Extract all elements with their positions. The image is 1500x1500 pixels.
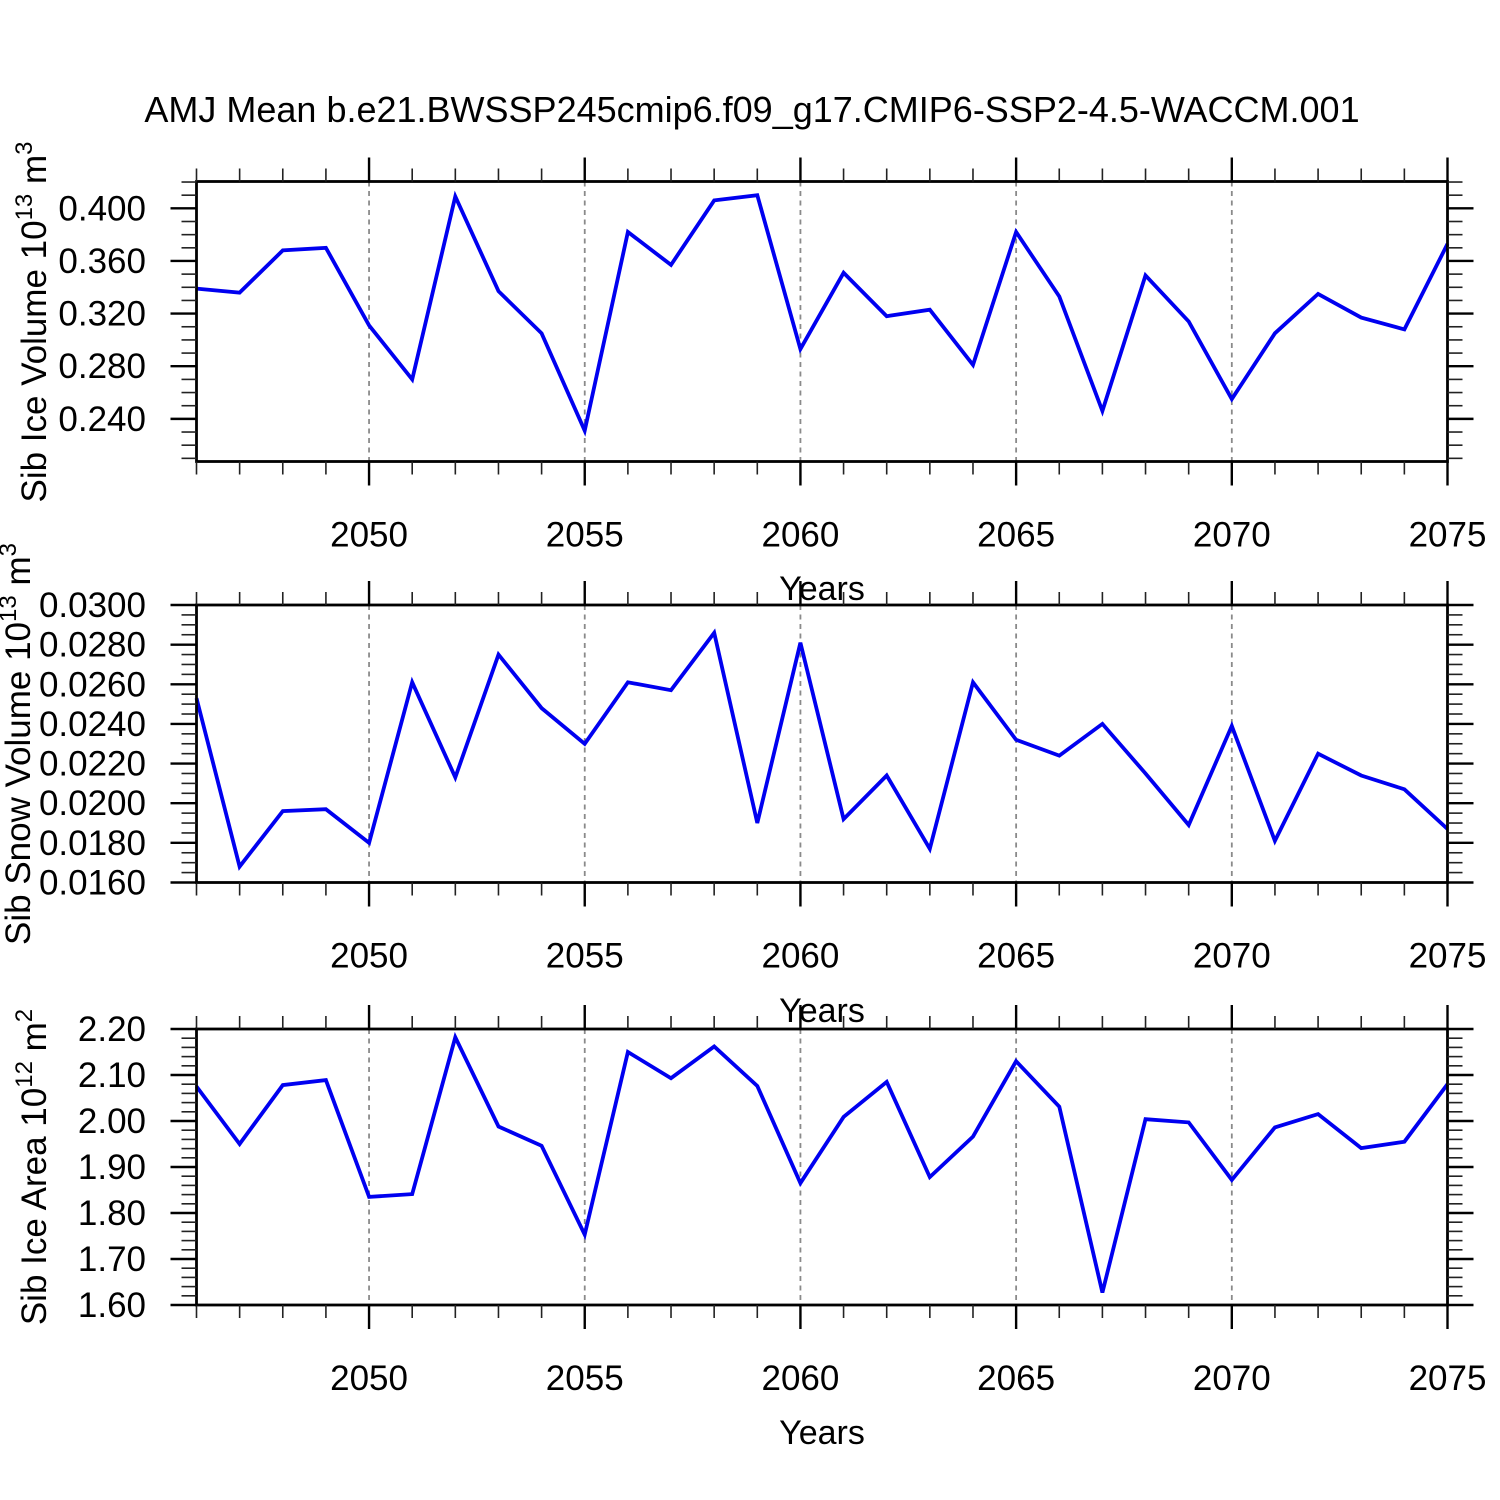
- y-tick-label: 0.0240: [39, 705, 146, 744]
- y-tick-label: 0.0200: [39, 784, 146, 823]
- x-tick-label: 2070: [1193, 516, 1271, 555]
- plot-frame: [195, 603, 1449, 884]
- y-tick-label: 0.360: [58, 242, 146, 281]
- y-tick-label: 1.60: [78, 1286, 146, 1325]
- y-tick-label: 0.240: [58, 400, 146, 439]
- y-tick-label: 0.0160: [39, 864, 146, 903]
- x-tick-label: 2055: [546, 1359, 624, 1398]
- x-tick-label: 2065: [977, 937, 1055, 976]
- x-axis-title-3: Years: [779, 1414, 865, 1452]
- y-axis-title-snow-volume: Sib Snow Volume 1013 m3: [0, 543, 38, 945]
- x-axis-title-2: Years: [779, 992, 865, 1030]
- charts-layer: 0.400 0.360 0.320 0.280 0.240 2050 2055 2060 206…: [39, 157, 1487, 1398]
- x-tick-label: 2075: [1409, 937, 1487, 976]
- x-tick-label: 2060: [761, 1359, 839, 1398]
- y-tick-label: 0.400: [58, 189, 146, 228]
- x-axis-title-1: Years: [779, 570, 865, 608]
- plot-frame: [195, 180, 1449, 463]
- x-tick-label: 2050: [330, 516, 408, 555]
- figure-title: AMJ Mean b.e21.BWSSP245cmip6.f09_g17.CMI…: [144, 89, 1359, 130]
- y-axis-title-ice-area: Sib Ice Area 1012 m2: [11, 1009, 54, 1325]
- y-tick-label: 0.320: [58, 295, 146, 334]
- y-tick-label: 1.80: [78, 1194, 146, 1233]
- x-tick-label: 2065: [977, 516, 1055, 555]
- y-tick-label: 2.10: [78, 1056, 146, 1095]
- x-tick-label: 2070: [1193, 937, 1271, 976]
- y-tick-label: 0.0300: [39, 586, 146, 625]
- plot-frame: [195, 1027, 1449, 1307]
- x-tick-label: 2060: [761, 937, 839, 976]
- y-tick-label: 0.0280: [39, 626, 146, 665]
- y-tick-label: 0.280: [58, 347, 146, 386]
- x-tick-label: 2055: [546, 937, 624, 976]
- y-tick-label: 2.00: [78, 1102, 146, 1141]
- data-line-sib-ice-volume: [196, 190, 1450, 437]
- x-tick-label: 2050: [330, 937, 408, 976]
- x-tick-label: 2075: [1409, 516, 1487, 555]
- x-tick-label: 2050: [330, 1359, 408, 1398]
- x-tick-label: 2060: [761, 516, 839, 555]
- x-tick-label: 2075: [1409, 1359, 1487, 1398]
- y-tick-label: 0.0180: [39, 824, 146, 863]
- data-line-sib-ice-area: [194, 1031, 1450, 1294]
- y-tick-label: 1.70: [78, 1240, 146, 1279]
- y-tick-label: 1.90: [78, 1148, 146, 1187]
- x-tick-label: 2070: [1193, 1359, 1271, 1398]
- y-tick-label: 0.0220: [39, 745, 146, 784]
- y-tick-label: 2.20: [78, 1010, 146, 1049]
- y-tick-label: 0.0260: [39, 665, 146, 704]
- x-tick-label: 2055: [546, 516, 624, 555]
- x-tick-label: 2065: [977, 1359, 1055, 1398]
- y-axis-title-ice-volume: Sib Ice Volume 1013 m3: [11, 141, 54, 502]
- data-line-sib-snow-volume: [194, 628, 1449, 871]
